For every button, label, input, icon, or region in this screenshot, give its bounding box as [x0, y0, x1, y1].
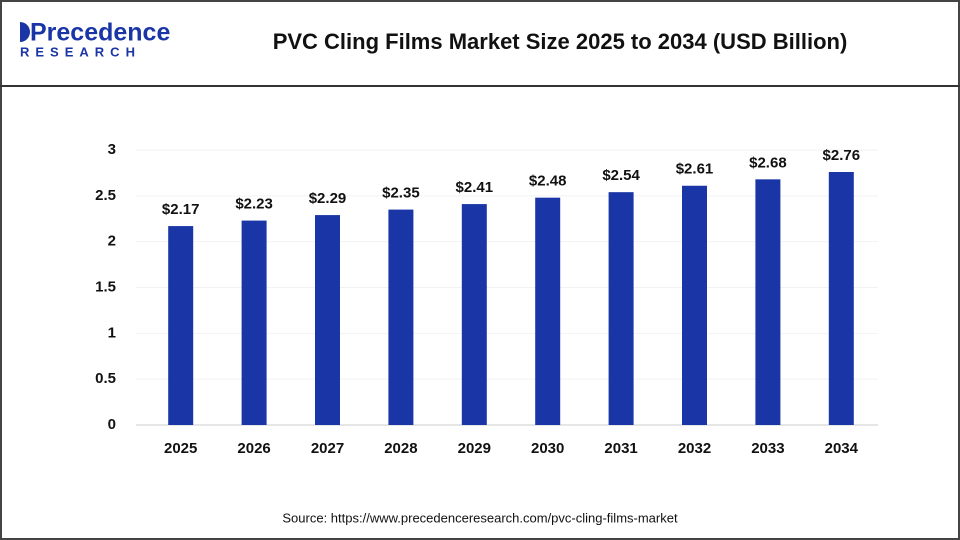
- value-label: $2.23: [235, 196, 273, 213]
- bar: [241, 220, 267, 425]
- bar: [535, 197, 561, 425]
- value-label: $2.48: [529, 173, 567, 190]
- logo-icon: [20, 22, 30, 42]
- value-label: $2.29: [309, 190, 347, 207]
- bar: [828, 172, 854, 425]
- bar: [755, 179, 781, 425]
- value-label: $2.17: [162, 201, 200, 218]
- y-tick-label: 2: [108, 233, 116, 250]
- y-tick-label: 1: [108, 324, 116, 341]
- bar: [168, 226, 194, 425]
- y-tick-label: 0.5: [95, 370, 116, 387]
- value-label: $2.61: [676, 161, 714, 178]
- bar: [461, 204, 487, 425]
- value-label: $2.35: [382, 185, 420, 202]
- bar: [682, 185, 707, 425]
- x-tick-label: 2032: [678, 440, 711, 457]
- y-tick-label: 1.5: [95, 278, 116, 295]
- x-tick-label: 2025: [164, 440, 197, 457]
- x-tick-label: 2033: [751, 440, 784, 457]
- y-tick-label: 2.5: [95, 187, 116, 204]
- source: Source: https://www.precedenceresearch.c…: [282, 510, 678, 525]
- value-label: $2.76: [823, 147, 861, 164]
- x-tick-label: 2034: [825, 440, 859, 457]
- chart-title: PVC Cling Films Market Size 2025 to 2034…: [273, 29, 848, 54]
- x-tick-label: 2028: [384, 440, 417, 457]
- x-tick-label: 2030: [531, 440, 564, 457]
- x-tick-label: 2027: [311, 440, 344, 457]
- logo-name: Precedence: [30, 19, 170, 47]
- bar: [315, 215, 340, 425]
- value-label: $2.54: [602, 167, 640, 184]
- logo-tagline: RESEARCH: [20, 44, 141, 59]
- bar: [608, 192, 634, 425]
- value-label: $2.41: [456, 179, 494, 196]
- x-tick-label: 2029: [458, 440, 491, 457]
- y-tick-label: 3: [108, 141, 116, 158]
- y-tick-label: 0: [108, 416, 116, 433]
- bar: [388, 209, 414, 425]
- x-tick-label: 2026: [237, 440, 270, 457]
- value-label: $2.68: [749, 154, 787, 171]
- x-tick-label: 2031: [604, 440, 637, 457]
